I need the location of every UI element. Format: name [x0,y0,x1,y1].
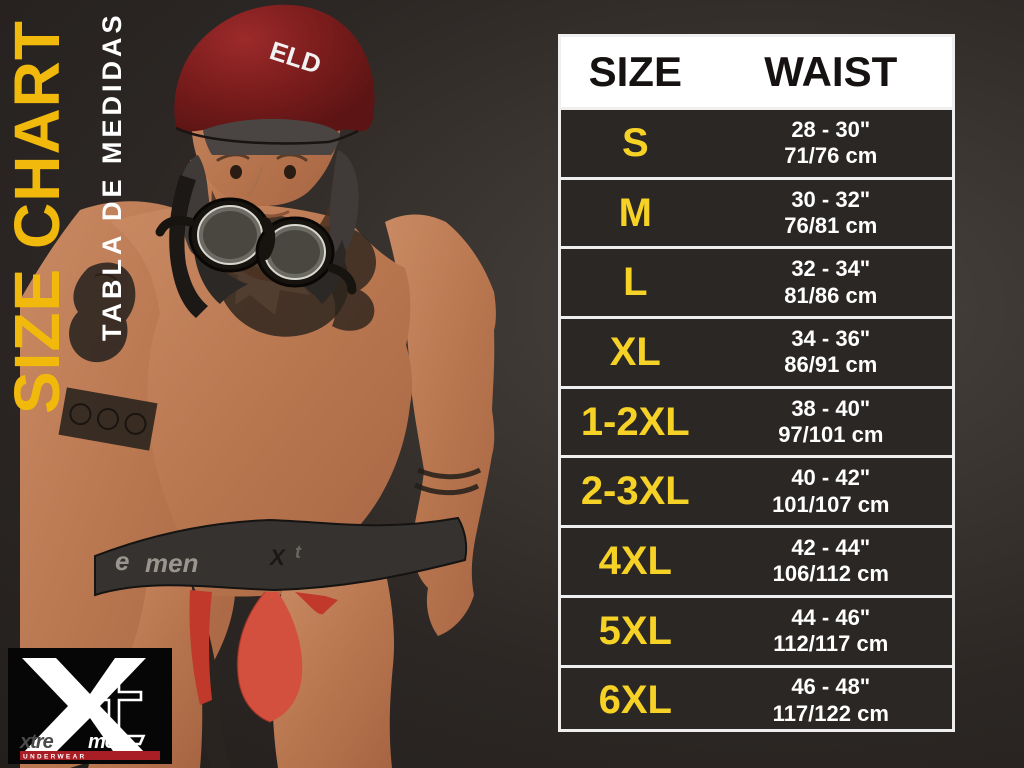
svg-text:t: t [295,542,302,562]
svg-text:e: e [115,546,129,576]
svg-text:men: men [88,731,127,753]
svg-text:X: X [268,545,286,570]
svg-text:xtre: xtre [19,731,54,753]
svg-text:men: men [145,548,198,578]
svg-text:UNDERWEAR: UNDERWEAR [23,753,87,760]
